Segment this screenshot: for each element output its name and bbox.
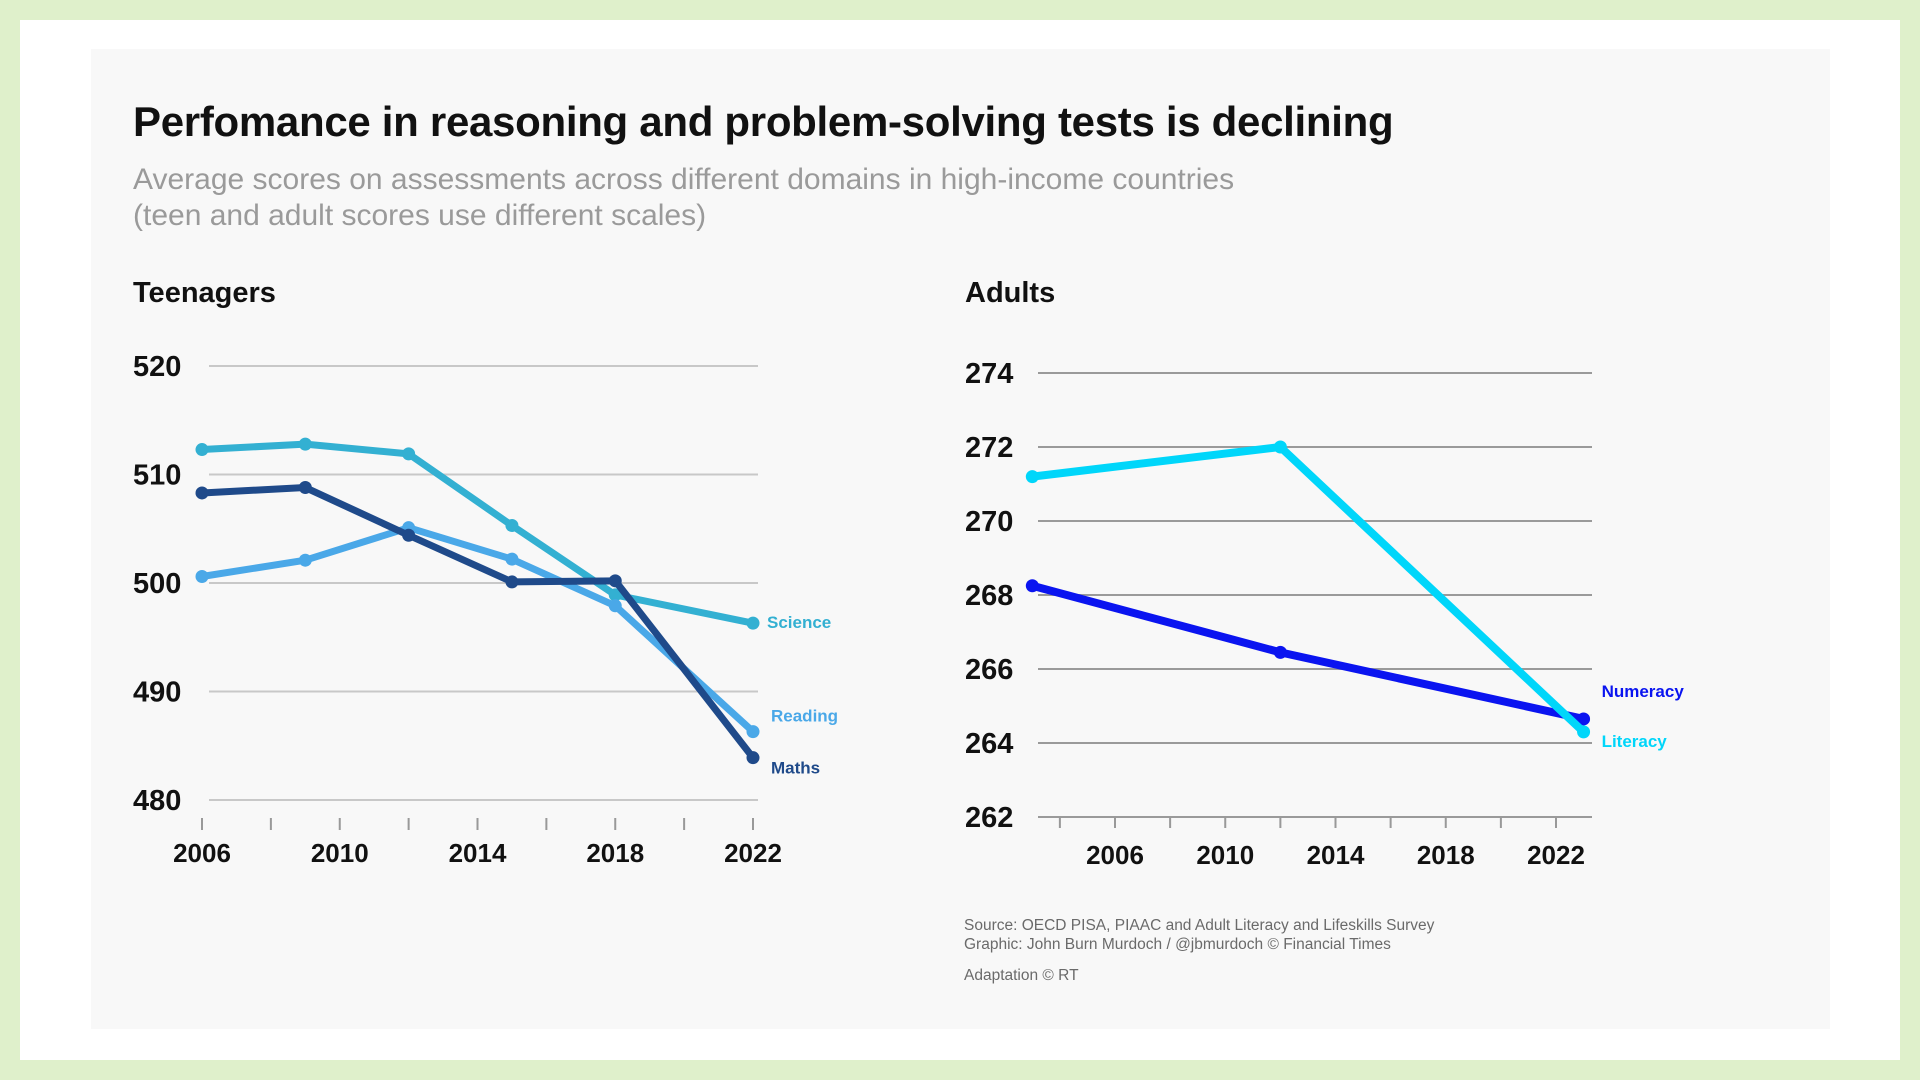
- teen-reading-line: [198, 524, 757, 736]
- adult-numeracy-point: [1273, 645, 1287, 659]
- teen-maths-label: Maths: [771, 759, 820, 778]
- teen-x-tick-label: 2006: [173, 838, 231, 868]
- teen-y-tick-label: 490: [133, 677, 181, 709]
- teen-y-tick-label: 480: [133, 785, 181, 817]
- teen-x-tick-label: 2010: [311, 838, 369, 868]
- teen-reading-point: [608, 599, 622, 613]
- adult-literacy-point: [1025, 470, 1039, 484]
- adult-y-tick-label: 274: [965, 358, 1013, 390]
- adult-x-tick-label: 2022: [1527, 840, 1585, 870]
- adult-literacy-line: [1028, 443, 1588, 736]
- adaptation-credit: Adaptation © RT: [964, 967, 1079, 984]
- teen-maths-line: [198, 484, 757, 762]
- teen-x-tick-label: 2022: [724, 838, 782, 868]
- adult-y-tick-label: 262: [965, 802, 1013, 834]
- teen-science-label: Science: [767, 613, 831, 632]
- source-note: Source: OECD PISA, PIAAC and Adult Liter…: [964, 917, 1435, 934]
- chart-title: Perfomance in reasoning and problem-solv…: [133, 98, 1394, 145]
- teen-maths-point: [195, 486, 209, 500]
- teen-maths-point: [608, 574, 622, 588]
- teen-reading-label: Reading: [771, 707, 838, 726]
- teen-maths-point: [298, 481, 312, 495]
- teen-maths-point: [746, 751, 760, 765]
- teen-science-line: [198, 440, 757, 627]
- teen-maths-point: [505, 575, 519, 589]
- chart-subtitle-line1: Average scores on assessments across dif…: [133, 163, 1235, 196]
- teen-y-tick-label: 520: [133, 351, 181, 383]
- teenagers-panel-title: Teenagers: [133, 277, 276, 309]
- teen-science-point: [195, 443, 209, 457]
- teen-science-point: [298, 437, 312, 451]
- teen-science-point: [608, 588, 622, 602]
- teen-maths-point: [402, 528, 416, 542]
- adults-panel-title: Adults: [965, 277, 1056, 309]
- adult-numeracy-label: Numeracy: [1602, 682, 1685, 701]
- teen-reading-point: [298, 553, 312, 567]
- teen-reading-point: [505, 552, 519, 566]
- teen-y-tick-label: 510: [133, 460, 181, 492]
- adult-y-tick-label: 264: [965, 728, 1013, 760]
- teen-science-point: [746, 616, 760, 630]
- teen-science-point: [402, 447, 416, 461]
- adult-literacy-point: [1577, 725, 1591, 739]
- chart-subtitle-line2: (teen and adult scores use different sca…: [133, 199, 707, 232]
- adult-y-tick-label: 272: [965, 432, 1013, 464]
- teen-science-point: [505, 518, 519, 532]
- teen-x-tick-label: 2018: [586, 838, 644, 868]
- adult-numeracy-point: [1577, 712, 1591, 726]
- graphic-credit: Graphic: John Burn Murdoch / @jbmurdoch …: [964, 936, 1391, 953]
- teen-reading-point: [746, 725, 760, 739]
- adult-literacy-point: [1273, 440, 1287, 454]
- adult-x-tick-label: 2006: [1086, 840, 1144, 870]
- adult-y-tick-label: 270: [965, 506, 1013, 538]
- adult-numeracy-point: [1025, 579, 1039, 593]
- adult-x-tick-label: 2018: [1417, 840, 1475, 870]
- adult-y-tick-label: 266: [965, 654, 1013, 686]
- teen-reading-point: [195, 569, 209, 583]
- teen-y-tick-label: 500: [133, 568, 181, 600]
- adult-x-tick-label: 2014: [1307, 840, 1365, 870]
- teen-x-tick-label: 2014: [449, 838, 507, 868]
- adult-x-tick-label: 2010: [1196, 840, 1254, 870]
- adult-literacy-label: Literacy: [1602, 732, 1668, 751]
- adult-y-tick-label: 268: [965, 580, 1013, 612]
